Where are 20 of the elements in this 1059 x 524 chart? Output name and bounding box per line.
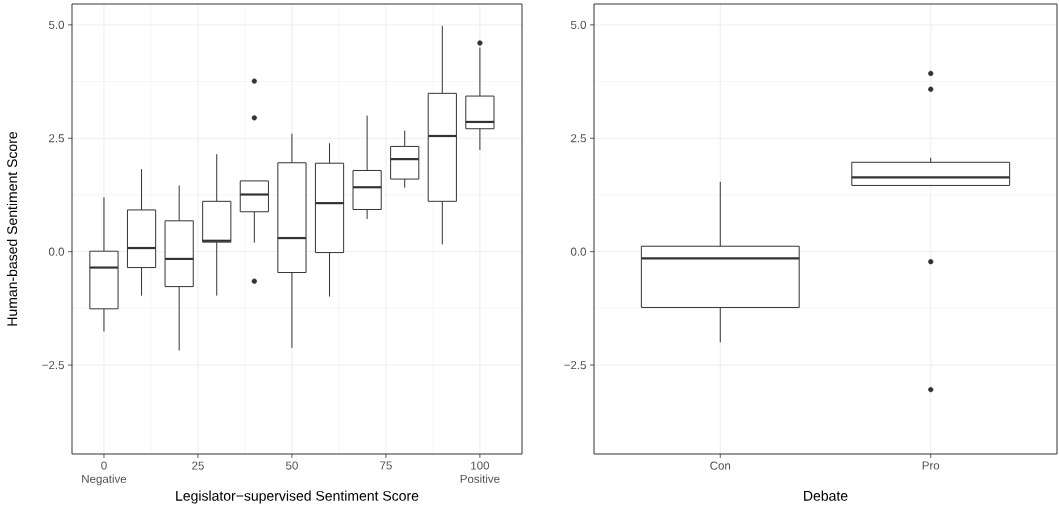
x-tick-label: 75 [380,461,392,470]
x-tick-label: 100 [471,461,490,470]
text: Positive [460,474,500,483]
y-tick-label: 2.5 [49,134,64,143]
text: Negative [82,474,127,486]
y-tick-label: 0.0 [570,247,587,256]
y-axis-title: Human-based Sentiment Score [6,131,18,326]
y-tick-label: 5.0 [570,20,587,29]
y-tick-label: 5.0 [48,20,65,29]
x-tick-label: 0 [101,461,107,470]
y-tick-label: −2.5 [42,361,64,370]
y-tick-label: −2.5 [564,361,586,370]
x-tick-label: 25 [192,461,204,470]
x-tick-label: Pro [922,461,940,470]
x-axis-title: Debate [804,490,848,501]
x-axis-title: Legislator−supervised Sentiment Score [176,490,419,504]
x-tick-label: Con [710,461,731,470]
y-tick-label: 2.5 [571,134,586,143]
y-tick-label: 0.0 [48,247,65,256]
x-tick-label: 50 [285,461,298,470]
